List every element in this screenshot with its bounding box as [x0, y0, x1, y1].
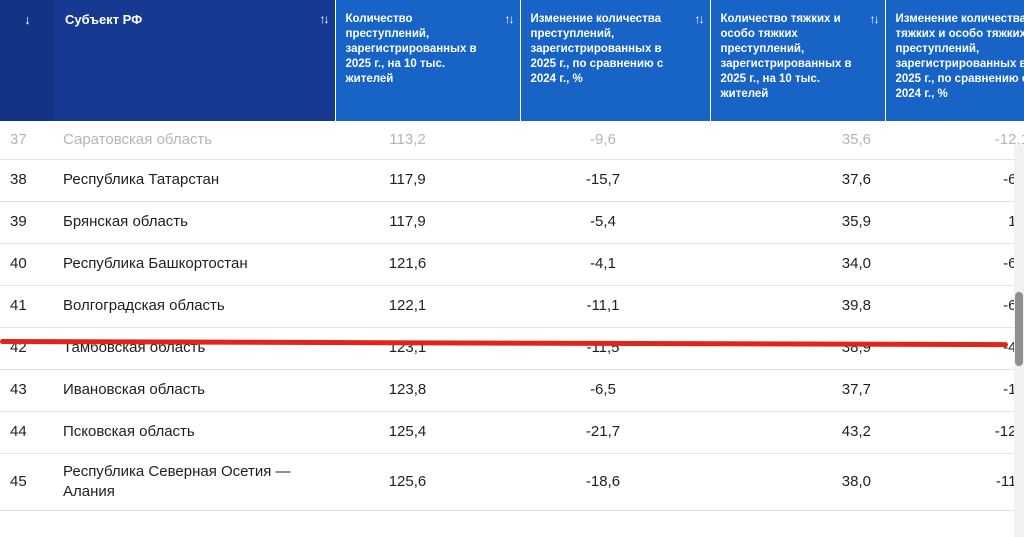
region-cell: Тамбовская область — [63, 338, 206, 356]
crimes-per-10k-cell: 125,6 — [388, 472, 427, 490]
rank-cell: 42 — [10, 338, 27, 356]
region-cell: Республика Северная Осетия — Алания — [63, 462, 291, 500]
table-row[interactable]: 43 Ивановская область 123,8 -6,5 37,7 -1… — [0, 369, 1024, 411]
sort-icon[interactable]: ↑↓ — [694, 12, 705, 26]
rank-cell: 39 — [10, 212, 27, 230]
crimes-per-10k-cell: 123,1 — [388, 338, 427, 356]
grave-crimes-per-10k-cell: 37,7 — [841, 380, 871, 398]
table-header: ↓ Субъект РФ ↑↓ Количество преступлений,… — [0, 0, 1024, 121]
region-cell: Псковская область — [63, 422, 195, 440]
region-cell: Ивановская область — [63, 380, 205, 398]
grave-crimes-change-cell: -4,7 — [885, 327, 1024, 369]
column-header-crimes-change-label: Изменение количества преступлений, зарег… — [530, 13, 664, 85]
grave-crimes-change-cell: -12,1 — [994, 130, 1024, 148]
table-row[interactable]: 42 Тамбовская область 123,1 -11,5 38,9 -… — [0, 327, 1024, 369]
rank-cell: 45 — [10, 472, 27, 490]
rank-cell: 44 — [10, 422, 27, 440]
column-header-region-label: Субъект РФ — [65, 12, 143, 27]
crimes-change-cell: -18,6 — [585, 472, 621, 490]
column-header-grave-crimes-per-10k-label: Количество тяжких и особо тяжких преступ… — [720, 13, 852, 100]
grave-crimes-change-cell: 1,2 — [885, 201, 1024, 243]
grave-crimes-change-cell: -6,5 — [885, 285, 1024, 327]
crimes-per-10k-cell: 113,2 — [389, 130, 426, 148]
table-row[interactable]: 39 Брянская область 117,9 -5,4 35,9 1,2 — [0, 201, 1024, 243]
crimes-change-cell: -6,5 — [590, 380, 616, 398]
table-body: 37 Саратовская область 113,2 -9,6 35,6 -… — [0, 121, 1024, 511]
crime-statistics-table: ↓ Субъект РФ ↑↓ Количество преступлений,… — [0, 0, 1024, 511]
scrollbar-thumb[interactable] — [1015, 292, 1023, 366]
column-header-grave-crimes-per-10k[interactable]: Количество тяжких и особо тяжких преступ… — [709, 0, 885, 121]
crimes-change-cell: -4,1 — [590, 254, 616, 272]
table-row[interactable]: 41 Волгоградская область 122,1 -11,1 39,… — [0, 285, 1024, 327]
crimes-change-cell: -21,7 — [585, 422, 621, 440]
rank-cell: 40 — [10, 254, 27, 272]
crimes-change-cell: -11,5 — [586, 338, 620, 356]
sort-descending-icon[interactable]: ↓ — [24, 12, 31, 27]
crimes-per-10k-cell: 122,1 — [388, 296, 427, 314]
table-row[interactable]: 37 Саратовская область 113,2 -9,6 35,6 -… — [0, 121, 1024, 159]
column-header-grave-crimes-change[interactable]: Изменение количества тяжких и особо тяжк… — [884, 0, 1024, 121]
column-header-crimes-per-10k[interactable]: Количество преступлений, зарегистрирован… — [334, 0, 520, 121]
crimes-per-10k-cell: 117,9 — [389, 212, 426, 230]
crimes-per-10k-cell: 123,8 — [388, 380, 427, 398]
table-row[interactable]: 40 Республика Башкортостан 121,6 -4,1 34… — [0, 243, 1024, 285]
region-cell: Саратовская область — [63, 130, 213, 148]
crimes-change-cell: -9,6 — [590, 130, 616, 148]
grave-crimes-per-10k-cell: 39,8 — [841, 296, 871, 314]
grave-crimes-per-10k-cell: 38,9 — [841, 338, 871, 356]
crimes-change-cell: -11,1 — [586, 296, 620, 314]
rank-cell: 43 — [10, 380, 27, 398]
crimes-per-10k-cell: 125,4 — [388, 422, 427, 440]
table-row[interactable]: 44 Псковская область 125,4 -21,7 43,2 -1… — [0, 411, 1024, 453]
grave-crimes-per-10k-cell: 34,0 — [841, 254, 871, 272]
rank-cell: 38 — [10, 170, 27, 188]
grave-crimes-per-10k-cell: 35,6 — [841, 130, 871, 148]
grave-crimes-per-10k-cell: 43,2 — [841, 422, 871, 440]
grave-crimes-change-cell: -1,2 — [885, 369, 1024, 411]
grave-crimes-per-10k-cell: 37,6 — [841, 170, 871, 188]
region-cell: Республика Татарстан — [63, 170, 220, 188]
region-cell: Республика Башкортостан — [63, 254, 248, 272]
scrollbar-track[interactable] — [1014, 145, 1024, 537]
crimes-change-cell: -15,7 — [585, 170, 621, 188]
grave-crimes-change-cell: -6,5 — [885, 243, 1024, 285]
sort-icon[interactable]: ↑↓ — [504, 12, 515, 26]
grave-crimes-per-10k-cell: 35,9 — [841, 212, 871, 230]
rank-cell: 41 — [10, 296, 27, 314]
table-row[interactable]: 38 Республика Татарстан 117,9 -15,7 37,6… — [0, 159, 1024, 201]
rank-cell: 37 — [10, 130, 27, 148]
sort-icon[interactable]: ↑↓ — [869, 12, 880, 26]
grave-crimes-change-cell: -12,9 — [994, 422, 1024, 440]
crimes-change-cell: -5,4 — [590, 212, 616, 230]
crimes-per-10k-cell: 121,6 — [388, 254, 427, 272]
crimes-per-10k-cell: 117,9 — [389, 170, 426, 188]
column-header-region[interactable]: Субъект РФ ↑↓ — [55, 0, 335, 121]
table-row[interactable]: 45 Республика Северная Осетия — Алания 1… — [0, 453, 1024, 511]
grave-crimes-change-cell: -11,1 — [995, 472, 1024, 490]
column-header-grave-crimes-change-label: Изменение количества тяжких и особо тяжк… — [895, 13, 1024, 100]
sort-icon[interactable]: ↑↓ — [319, 12, 330, 26]
grave-crimes-change-cell: -6,6 — [885, 159, 1024, 201]
region-cell: Брянская область — [63, 212, 188, 230]
column-header-crimes-per-10k-label: Количество преступлений, зарегистрирован… — [345, 13, 477, 85]
column-header-crimes-change[interactable]: Изменение количества преступлений, зарег… — [519, 0, 710, 121]
grave-crimes-per-10k-cell: 38,0 — [841, 472, 871, 490]
column-header-rank[interactable]: ↓ — [0, 0, 55, 121]
region-cell: Волгоградская область — [63, 296, 225, 314]
